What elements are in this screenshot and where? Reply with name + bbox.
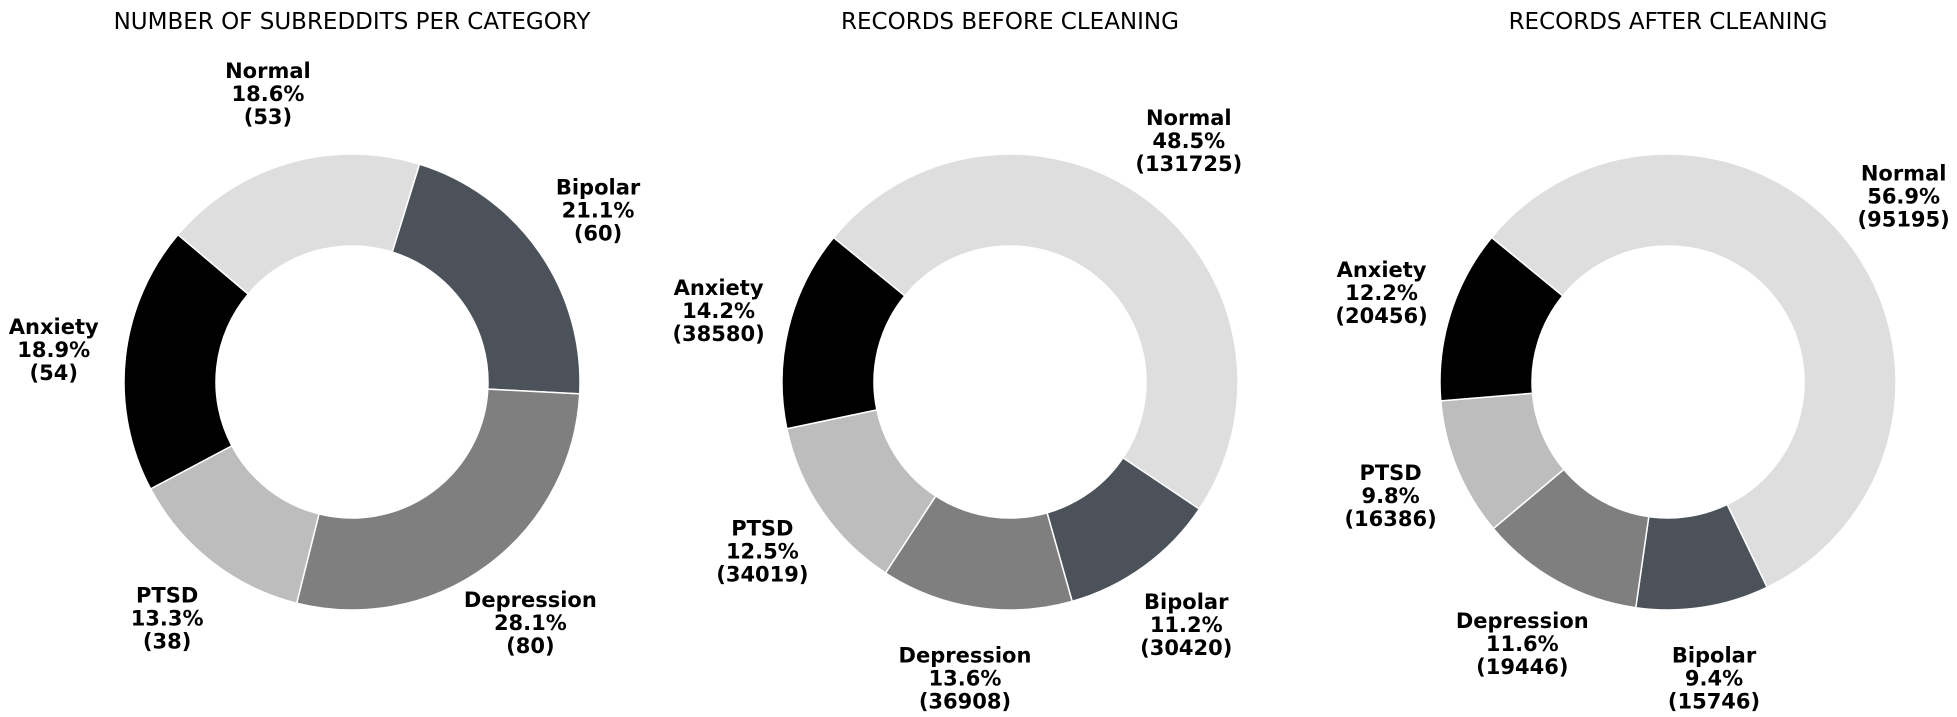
slice-count: (53) bbox=[244, 105, 292, 129]
slice-label-ptsd: PTSD 13.3% (38) bbox=[131, 583, 204, 653]
slice-name: Normal bbox=[1146, 106, 1232, 130]
slice-name: Anxiety bbox=[1337, 258, 1427, 282]
slice-label-normal: Normal 56.9% (95195) bbox=[1858, 161, 1950, 231]
slice-normal bbox=[1490, 153, 1897, 589]
slice-count: (38580) bbox=[672, 322, 764, 346]
slice-label-ptsd: PTSD 12.5% (34019) bbox=[716, 516, 808, 586]
slice-label-anxiety: Anxiety 18.9% (54) bbox=[9, 315, 99, 385]
slice-label-depression: Depression 13.6% (36908) bbox=[899, 644, 1032, 714]
slice-name: Anxiety bbox=[674, 276, 764, 300]
slice-anxiety bbox=[1439, 236, 1564, 402]
slice-percent: 9.8% bbox=[1361, 484, 1419, 508]
slice-label-bipolar: Bipolar 21.1% (60) bbox=[556, 175, 641, 245]
slice-name: PTSD bbox=[136, 583, 198, 607]
slice-name: PTSD bbox=[731, 516, 793, 540]
slice-count: (16386) bbox=[1344, 507, 1436, 531]
slice-label-bipolar: Bipolar 11.2% (30420) bbox=[1140, 590, 1232, 660]
slice-percent: 14.2% bbox=[682, 299, 755, 323]
slice-anxiety bbox=[123, 233, 250, 490]
slice-anxiety bbox=[781, 236, 906, 430]
slice-name: Anxiety bbox=[9, 315, 99, 339]
slice-count: (15746) bbox=[1668, 689, 1760, 713]
slice-percent: 21.1% bbox=[562, 198, 635, 222]
slice-normal bbox=[832, 153, 1239, 511]
slice-name: Bipolar bbox=[1672, 643, 1757, 667]
slice-label-anxiety: Anxiety 12.2% (20456) bbox=[1335, 258, 1427, 328]
slice-count: (38) bbox=[143, 629, 191, 653]
slice-count: (60) bbox=[574, 221, 622, 245]
slice-count: (131725) bbox=[1135, 152, 1242, 176]
slice-count: (20456) bbox=[1335, 304, 1427, 328]
slice-label-depression: Depression 11.6% (19446) bbox=[1456, 609, 1589, 679]
slice-label-bipolar: Bipolar 9.4% (15746) bbox=[1668, 643, 1760, 713]
slice-name: Depression bbox=[464, 588, 597, 612]
slice-label-depression: Depression 28.1% (80) bbox=[464, 588, 597, 658]
slice-name: Depression bbox=[899, 644, 1032, 668]
slice-percent: 18.9% bbox=[17, 338, 90, 362]
slice-name: Depression bbox=[1456, 609, 1589, 633]
chart-title: NUMBER OF SUBREDDITS PER CATEGORY bbox=[114, 9, 592, 35]
donut-chart-1: NUMBER OF SUBREDDITS PER CATEGORY Bipolar… bbox=[9, 9, 641, 658]
slice-percent: 13.6% bbox=[929, 667, 1002, 691]
slice-count: (95195) bbox=[1858, 207, 1950, 231]
slice-count: (54) bbox=[30, 361, 78, 385]
donut-chart-2: RECORDS BEFORE CLEANING Normal 48.5% (13172… bbox=[672, 9, 1242, 714]
slice-count: (80) bbox=[506, 634, 554, 658]
slice-percent: 56.9% bbox=[1867, 184, 1940, 208]
slice-percent: 18.6% bbox=[232, 82, 305, 106]
slice-bipolar bbox=[391, 163, 581, 395]
slice-normal bbox=[176, 153, 421, 296]
slice-name: Bipolar bbox=[556, 175, 641, 199]
slice-label-ptsd: PTSD 9.8% (16386) bbox=[1344, 461, 1436, 531]
slice-label-normal: Normal 48.5% (131725) bbox=[1135, 106, 1242, 176]
slice-count: (34019) bbox=[716, 562, 808, 586]
slice-count: (36908) bbox=[919, 690, 1011, 714]
donut-chart-3: RECORDS AFTER CLEANING Normal 56.9% (95195)… bbox=[1335, 9, 1949, 713]
slice-percent: 11.2% bbox=[1150, 613, 1223, 637]
slice-depression bbox=[295, 388, 581, 611]
slice-name: Normal bbox=[1861, 161, 1947, 185]
slice-percent: 9.4% bbox=[1685, 666, 1743, 690]
chart-title: RECORDS BEFORE CLEANING bbox=[841, 9, 1179, 35]
slice-percent: 48.5% bbox=[1152, 129, 1225, 153]
slice-label-normal: Normal 18.6% (53) bbox=[225, 59, 311, 129]
slice-label-anxiety: Anxiety 14.2% (38580) bbox=[672, 276, 764, 346]
slice-count: (19446) bbox=[1476, 655, 1568, 679]
slice-percent: 13.3% bbox=[131, 606, 204, 630]
slice-count: (30420) bbox=[1140, 636, 1232, 660]
slice-percent: 11.6% bbox=[1486, 632, 1559, 656]
slice-percent: 28.1% bbox=[494, 611, 567, 635]
slice-name: PTSD bbox=[1359, 461, 1421, 485]
slice-name: Normal bbox=[225, 59, 311, 83]
chart-title: RECORDS AFTER CLEANING bbox=[1509, 9, 1828, 35]
slice-name: Bipolar bbox=[1144, 590, 1229, 614]
slice-percent: 12.2% bbox=[1345, 281, 1418, 305]
slice-percent: 12.5% bbox=[726, 539, 799, 563]
